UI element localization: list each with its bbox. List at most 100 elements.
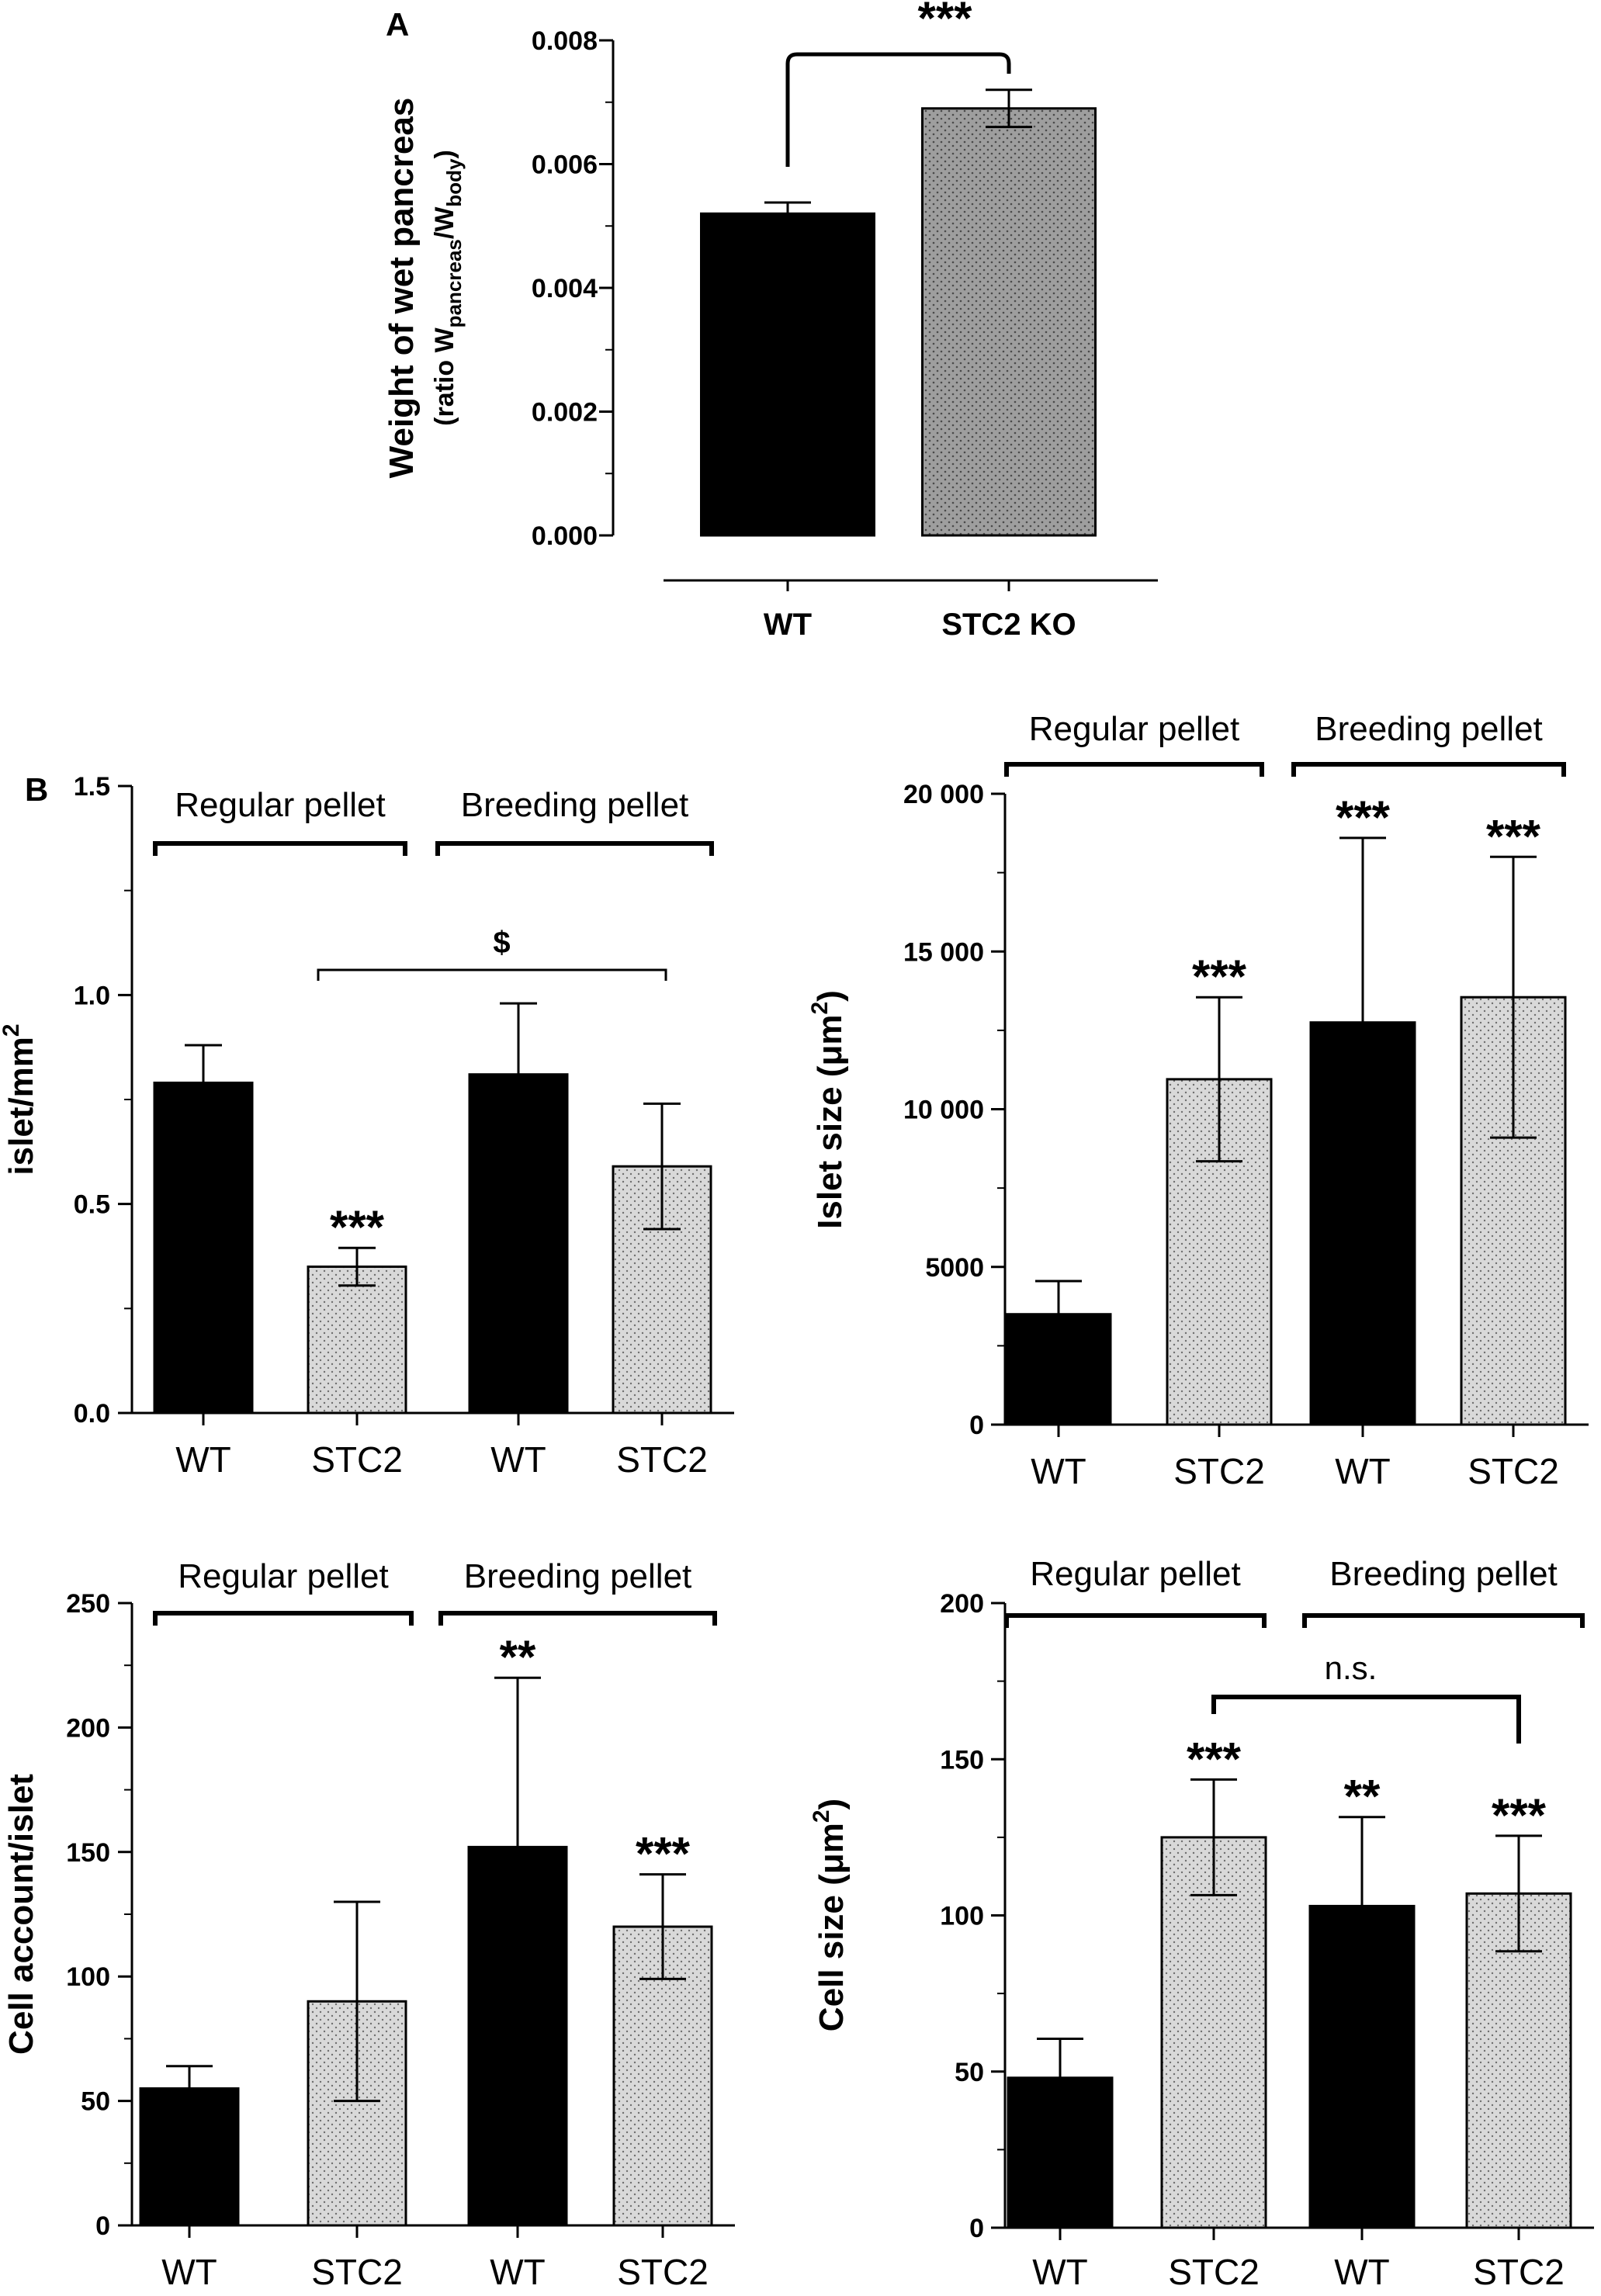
- group-bracket: [1302, 1613, 1585, 1628]
- x-category-label: WT: [1334, 2252, 1390, 2292]
- y-tick-label: 200: [940, 1589, 984, 1619]
- comparison-bracket: [1211, 1695, 1521, 1744]
- x-category-label: WT: [490, 2252, 546, 2292]
- y-axis-label: Weight of wet pancreas: [383, 98, 421, 479]
- bar: [1005, 1313, 1112, 1426]
- group-label: Regular pellet: [1029, 710, 1240, 748]
- panel-label-a: A: [386, 6, 409, 43]
- x-category-label: STC2: [616, 1439, 708, 1480]
- chart-b3: 0 50 100 150 200 250 Cell account/islet WT STC2 W…: [2, 1557, 735, 2292]
- chart-b1: 0.0 0.5 1.0 1.5 islet/mm2 WT STC2 *** WT STC2 Regu…: [0, 772, 734, 1480]
- significance-mark: ***: [1192, 951, 1247, 1003]
- y-tick-label: 0: [969, 2214, 984, 2243]
- x-category-label: WT: [764, 608, 812, 642]
- y-tick-label: 0.006: [532, 151, 598, 180]
- significance-mark: **: [1344, 1771, 1381, 1823]
- y-axis-sublabel: (ratio Wpancreas/Wbody): [430, 150, 466, 426]
- y-tick-label: 0: [969, 1411, 984, 1440]
- chart-a: 0.000 0.002 0.004 0.006 0.008 Weight of wet p…: [383, 0, 1158, 642]
- comparison-label: n.s.: [1325, 1650, 1377, 1686]
- y-tick-label: 100: [66, 1962, 110, 1992]
- group-bracket: [153, 1611, 414, 1626]
- x-category-label: STC2: [311, 2252, 403, 2292]
- x-category-label: WT: [161, 2252, 217, 2292]
- x-category-label: STC2: [617, 2252, 709, 2292]
- x-category-label: WT: [175, 1439, 231, 1480]
- y-tick-label: 150: [66, 1838, 110, 1868]
- bar: [153, 1081, 254, 1415]
- bar: [1007, 2076, 1114, 2229]
- y-tick-label: 5000: [925, 1253, 984, 1283]
- y-axis-label: Cell size (μm2): [809, 1799, 851, 2031]
- bar: [1309, 1021, 1416, 1426]
- significance-mark: ***: [1492, 1789, 1547, 1841]
- comparison-label: $: [493, 926, 510, 960]
- bar: [139, 2087, 240, 2227]
- y-tick-label: 0.004: [532, 274, 598, 303]
- y-tick-label: 20 000: [903, 780, 984, 809]
- y-tick-label: 0.5: [74, 1190, 110, 1220]
- significance-mark: ***: [917, 0, 972, 44]
- y-axis-label: islet/mm2: [0, 1023, 40, 1175]
- y-tick-label: 15 000: [903, 937, 984, 967]
- bar: [467, 1845, 568, 2227]
- significance-mark: ***: [1336, 791, 1391, 843]
- y-tick-label: 1.0: [74, 981, 110, 1010]
- significance-mark: ***: [330, 1201, 385, 1253]
- y-tick-label: 50: [955, 2058, 984, 2087]
- y-tick-label: 250: [66, 1589, 110, 1619]
- bar: [307, 1265, 407, 1415]
- significance-mark: ***: [636, 1828, 691, 1880]
- y-tick-label: 0.008: [532, 26, 598, 56]
- group-label: Breeding pellet: [1329, 1555, 1558, 1593]
- y-tick-label: 0.002: [532, 398, 598, 428]
- group-label: Regular pellet: [175, 786, 386, 824]
- bar: [1308, 1904, 1416, 2229]
- x-category-label: STC2: [1468, 1451, 1559, 1491]
- comparison-bracket: [785, 52, 1011, 167]
- x-category-label: WT: [1335, 1451, 1391, 1491]
- group-bracket: [435, 841, 714, 856]
- y-tick-label: 0.000: [532, 521, 598, 551]
- x-category-label: WT: [1031, 1451, 1086, 1491]
- group-bracket: [438, 1611, 717, 1626]
- chart-b4: 0 50 100 150 200 Cell size (μm2) WT STC2 *** WT **…: [809, 1555, 1594, 2292]
- y-tick-label: 150: [940, 1745, 984, 1775]
- significance-mark: ***: [1187, 1733, 1242, 1785]
- bar: [921, 107, 1097, 537]
- comparison-bracket: [317, 968, 667, 981]
- bar: [468, 1073, 569, 1415]
- x-category-label: STC2: [1473, 2252, 1565, 2292]
- group-bracket: [1004, 1613, 1267, 1628]
- group-label: Breeding pellet: [1315, 710, 1543, 748]
- y-axis-label: Cell account/islet: [2, 1774, 40, 2055]
- group-label: Regular pellet: [178, 1557, 389, 1595]
- group-bracket: [1004, 762, 1264, 777]
- significance-mark: **: [500, 1631, 536, 1683]
- group-label: Breeding pellet: [461, 786, 689, 824]
- x-category-label: STC2: [311, 1439, 403, 1480]
- y-axis-label: Islet size (μm2): [807, 990, 849, 1229]
- y-tick-label: 100: [940, 1902, 984, 1931]
- x-category-label: STC2 KO: [941, 608, 1076, 642]
- group-label: Breeding pellet: [464, 1557, 692, 1595]
- x-category-label: STC2: [1173, 1451, 1265, 1491]
- y-tick-label: 1.5: [74, 772, 110, 802]
- panel-label-b: B: [25, 771, 48, 808]
- y-tick-label: 10 000: [903, 1096, 984, 1125]
- x-category-label: WT: [490, 1439, 546, 1480]
- y-tick-label: 50: [81, 2087, 110, 2117]
- group-label: Regular pellet: [1030, 1555, 1241, 1593]
- x-category-label: WT: [1032, 2252, 1088, 2292]
- bar: [700, 212, 875, 537]
- y-tick-label: 200: [66, 1713, 110, 1743]
- y-tick-label: 0.0: [74, 1399, 110, 1429]
- y-tick-label: 0: [95, 2211, 110, 2241]
- significance-mark: ***: [1486, 810, 1541, 862]
- chart-b2: 0 5000 10 000 15 000 20 000 Islet size (μm2) W…: [807, 710, 1589, 1491]
- group-bracket: [1291, 762, 1566, 777]
- group-bracket: [153, 841, 407, 856]
- x-category-label: STC2: [1168, 2252, 1260, 2292]
